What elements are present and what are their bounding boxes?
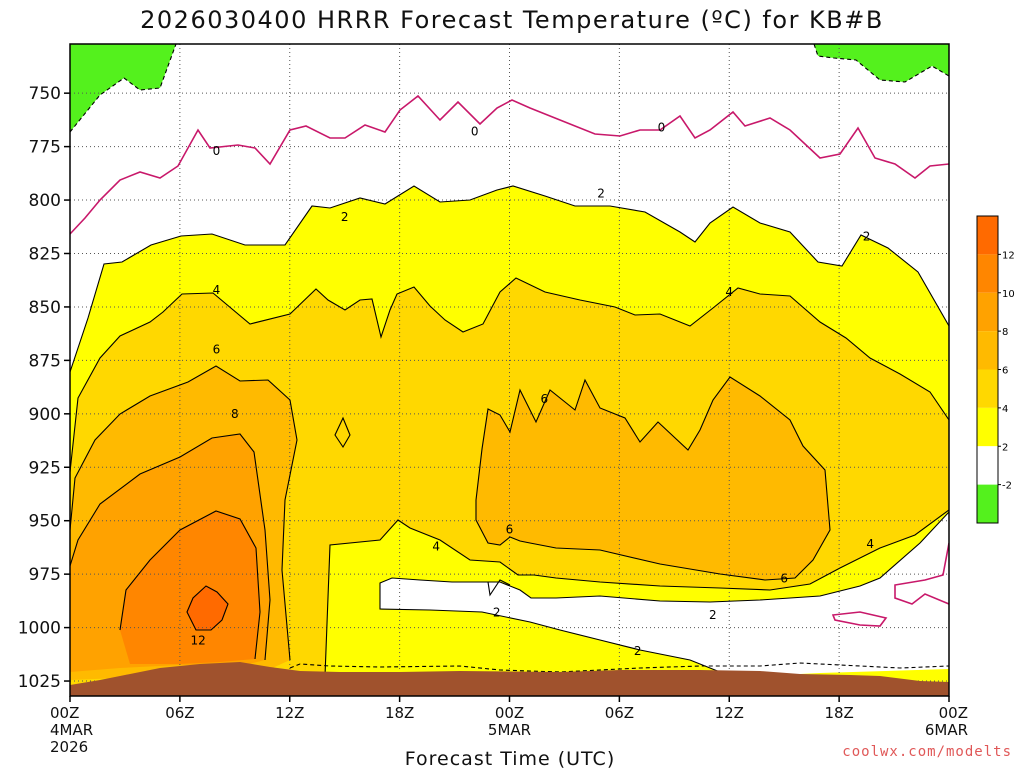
y-tick-label: 850 [29, 298, 61, 318]
credit-label: coolwx.com/modelts [842, 744, 1012, 760]
contour-2-dip [487, 579, 511, 597]
contour-minus-2-right [813, 44, 949, 83]
fill-band-6-to-8-east [476, 377, 830, 580]
y-tick-label: 875 [29, 351, 61, 371]
colorbar-swatch [977, 407, 998, 447]
colorbar-swatch [977, 292, 998, 332]
x-tick-year: 2026 [50, 738, 88, 756]
contour-label: 2 [634, 644, 642, 658]
contour-minus-2-left [70, 44, 177, 133]
x-tick-label: 06Z [605, 704, 634, 722]
contour-labels: 0 0 0 2 2 2 4 4 6 6 8 6 4 4 2 6 2 12 2 [191, 120, 875, 658]
contour-0-east [894, 542, 949, 605]
contour-label: 2 [709, 608, 717, 622]
colorbar-swatch [977, 254, 998, 293]
contour-label: 8 [231, 407, 239, 421]
contour-label: 4 [725, 285, 733, 299]
colorbar-label: 4 [1002, 404, 1008, 415]
x-axis-label: Forecast Time (UTC) [405, 748, 615, 768]
x-tick-label: 00Z [939, 704, 968, 722]
colorbar-label: -2 [1002, 481, 1012, 492]
contour-label: 6 [780, 571, 788, 585]
colorbar-swatch [977, 446, 998, 485]
contour-label: 6 [506, 522, 514, 536]
contour-minus-2-bottom [289, 662, 949, 673]
x-tick-date: 4MAR [50, 721, 93, 739]
contour-8 [70, 433, 271, 661]
y-tick-label: 975 [29, 565, 61, 585]
contour-6 [70, 365, 298, 661]
x-tick-label: 00Z [495, 704, 524, 722]
contour-2 [70, 185, 949, 373]
contour-lines [70, 44, 949, 677]
x-tick-label: 12Z [275, 704, 304, 722]
axes: 7507758008258508759009259509751000102500… [18, 84, 968, 756]
contour-label: 2 [493, 606, 501, 620]
y-tick-label: 900 [29, 405, 61, 425]
colorbar-label: 8 [1002, 327, 1008, 338]
colorbar: -2 2 4 6 8 10 12 [976, 215, 1015, 524]
contour-label: 12 [191, 633, 206, 647]
x-tick-label: 06Z [165, 704, 194, 722]
fill-band-10-to-12 [120, 511, 260, 664]
x-tick-label: 12Z [715, 704, 744, 722]
contour-10 [119, 510, 261, 660]
contour-label: 4 [432, 539, 440, 553]
x-tick-date: 6MAR [925, 721, 968, 739]
y-tick-label: 1025 [18, 672, 61, 692]
contour-4-small [334, 416, 351, 449]
contour-label: 0 [213, 144, 221, 158]
contour-label: 2 [597, 187, 605, 201]
contour-0-small [831, 611, 888, 627]
x-tick-date: 5MAR [488, 721, 531, 739]
contour-6-east [475, 376, 831, 581]
contour-12 [186, 585, 229, 631]
x-tick-label: 18Z [824, 704, 853, 722]
y-tick-label: 950 [29, 512, 61, 532]
y-tick-label: 800 [29, 191, 61, 211]
contour-label: 0 [658, 120, 666, 134]
y-tick-label: 775 [29, 138, 61, 158]
y-tick-label: 750 [29, 84, 61, 104]
colorbar-swatch [977, 216, 998, 255]
contour-label: 6 [540, 392, 548, 406]
colorbar-label: 6 [1002, 366, 1008, 377]
fill-band-below-minus-2-right [814, 44, 949, 82]
contour-4-lower [324, 509, 949, 677]
y-tick-label: 1000 [18, 619, 61, 639]
contour-label: 2 [863, 229, 871, 243]
colorbar-label: 10 [1002, 289, 1015, 300]
terrain-ground [70, 662, 949, 696]
colorbar-label: 12 [1002, 250, 1015, 261]
plot-area: 0 0 0 2 2 2 4 4 6 6 8 6 4 4 2 6 2 12 2 [70, 44, 949, 696]
chart-title: 2026030400 HRRR Forecast Temperature (ºC… [140, 6, 884, 34]
contour-label: 4 [213, 283, 221, 297]
contour-2-lower [379, 511, 949, 677]
colorbar-swatch [977, 369, 998, 408]
contour-4 [70, 277, 949, 473]
zero-contour-lines [70, 94, 949, 627]
contour-label: 4 [866, 537, 874, 551]
colorbar-label: 2 [1002, 442, 1008, 453]
contour-label: 0 [471, 125, 479, 139]
y-tick-label: 825 [29, 244, 61, 264]
colorbar-swatch [977, 331, 998, 370]
y-tick-label: 925 [29, 458, 61, 478]
x-tick-label: 00Z [50, 704, 79, 722]
fill-band-below-minus-2-left [70, 44, 176, 132]
colorbar-swatch [977, 484, 998, 523]
contour-label: 6 [213, 343, 221, 357]
contour-label: 2 [341, 210, 349, 224]
x-tick-label: 18Z [385, 704, 414, 722]
fill-band-12-plus [187, 586, 228, 630]
contour-0 [70, 94, 949, 235]
